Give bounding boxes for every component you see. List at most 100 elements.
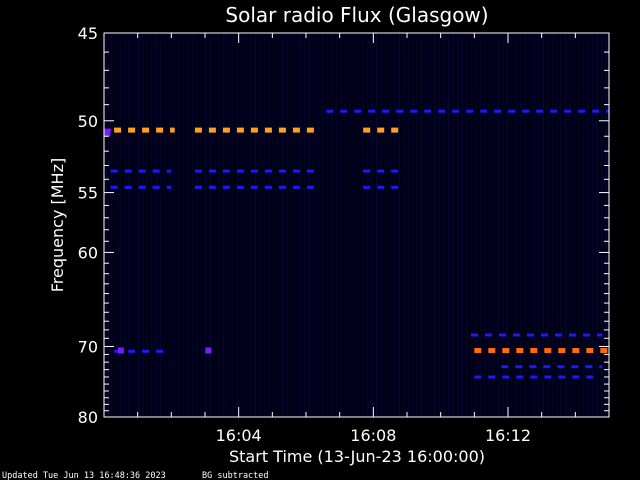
noise-streak	[529, 34, 531, 416]
emission-segment	[250, 127, 258, 133]
noise-streak	[322, 34, 324, 416]
emission-segment	[194, 169, 202, 173]
noise-streak	[380, 34, 382, 416]
emission-segment	[340, 109, 348, 113]
noise-streak	[169, 34, 171, 416]
emission-segment	[499, 333, 506, 337]
noise-streak	[520, 34, 522, 416]
noise-streak	[263, 34, 265, 416]
noise-streak	[497, 34, 499, 416]
noise-streak	[254, 34, 256, 416]
noise-streak	[367, 34, 369, 416]
axes: 45 50 55 60 70 80 16:04 16:08 16:12	[78, 24, 610, 445]
emission-segment	[391, 185, 399, 189]
emission-segment	[438, 109, 446, 113]
emission-segment	[278, 169, 286, 173]
y-tick-label: 45	[78, 24, 98, 43]
noise-streak	[371, 34, 373, 416]
noise-streak	[353, 34, 355, 416]
emission-band	[363, 169, 399, 173]
emission-segment	[515, 365, 523, 369]
emission-segment	[488, 375, 496, 379]
emission-segment	[306, 185, 314, 189]
emission-segment	[558, 375, 566, 379]
emission-segment	[544, 348, 552, 353]
noise-streak	[331, 34, 333, 416]
emission-segment	[592, 109, 600, 113]
noise-streak	[583, 34, 585, 416]
footer-updated-text: Updated Tue Jun 13 16:48:36 2023	[2, 471, 166, 480]
emission-segment	[550, 109, 558, 113]
noise-streak	[137, 34, 139, 416]
noise-streak	[299, 34, 301, 416]
emission-segment	[485, 333, 492, 337]
noise-streak	[556, 34, 558, 416]
noise-streak	[574, 34, 576, 416]
emission-segment	[541, 333, 548, 337]
noise-streak	[259, 34, 261, 416]
emission-segment	[480, 109, 488, 113]
emission-segment	[557, 365, 565, 369]
emission-segment	[569, 333, 576, 337]
emission-segment	[156, 127, 164, 133]
noise-streak	[286, 34, 288, 416]
emission-segment	[124, 185, 132, 189]
emission-segment	[527, 333, 534, 337]
emission-segment	[471, 333, 478, 337]
y-tick-label: 50	[78, 112, 98, 131]
noise-streak	[457, 34, 459, 416]
noise-streak	[245, 34, 247, 416]
noise-streak	[304, 34, 306, 416]
noise-streak	[182, 34, 184, 416]
emission-segment	[494, 109, 502, 113]
noise-streak	[160, 34, 162, 416]
emission-band	[110, 185, 172, 189]
emission-segment	[586, 375, 594, 379]
emission-segment	[292, 185, 300, 189]
noise-streak	[209, 34, 211, 416]
emission-segment	[597, 333, 603, 337]
noise-streak	[115, 34, 117, 416]
y-tick-label: 80	[78, 408, 98, 427]
emission-segment	[104, 128, 111, 132]
emission-segment	[572, 348, 580, 353]
emission-segment	[363, 169, 371, 173]
emission-segment	[194, 127, 202, 133]
emission-band	[114, 349, 164, 353]
emission-segment	[516, 348, 524, 353]
noise-streak	[569, 34, 571, 416]
emission-segment	[264, 127, 272, 133]
emission-band	[110, 169, 172, 173]
noise-streak	[592, 34, 594, 416]
emission-segment	[555, 333, 562, 337]
emission-segment	[142, 127, 150, 133]
noise-streak	[187, 34, 189, 416]
emission-segment	[382, 109, 390, 113]
noise-streak	[223, 34, 225, 416]
x-axis-label: Start Time (13-Jun-23 16:00:00)	[229, 447, 485, 466]
noise-streak	[484, 34, 486, 416]
emission-segment	[586, 348, 594, 353]
noise-streak	[542, 34, 544, 416]
noise-streak	[191, 34, 193, 416]
emission-segment	[363, 127, 371, 133]
noise-streak	[133, 34, 135, 416]
emission-segment	[368, 109, 376, 113]
noise-streak	[421, 34, 423, 416]
noise-streak	[281, 34, 283, 416]
emission-segment	[513, 333, 520, 337]
x-tick-label: 16:12	[485, 426, 531, 445]
emission-band	[474, 348, 608, 353]
noise-streak	[205, 34, 207, 416]
noise-streak	[587, 34, 589, 416]
emission-segment	[264, 185, 272, 189]
noise-streak	[448, 34, 450, 416]
noise-streak	[560, 34, 562, 416]
noise-streak	[358, 34, 360, 416]
emission-band	[194, 127, 314, 133]
noise-streak	[250, 34, 252, 416]
noise-streak	[434, 34, 436, 416]
noise-streak	[313, 34, 315, 416]
emission-segment	[152, 185, 160, 189]
emission-segment	[530, 375, 538, 379]
